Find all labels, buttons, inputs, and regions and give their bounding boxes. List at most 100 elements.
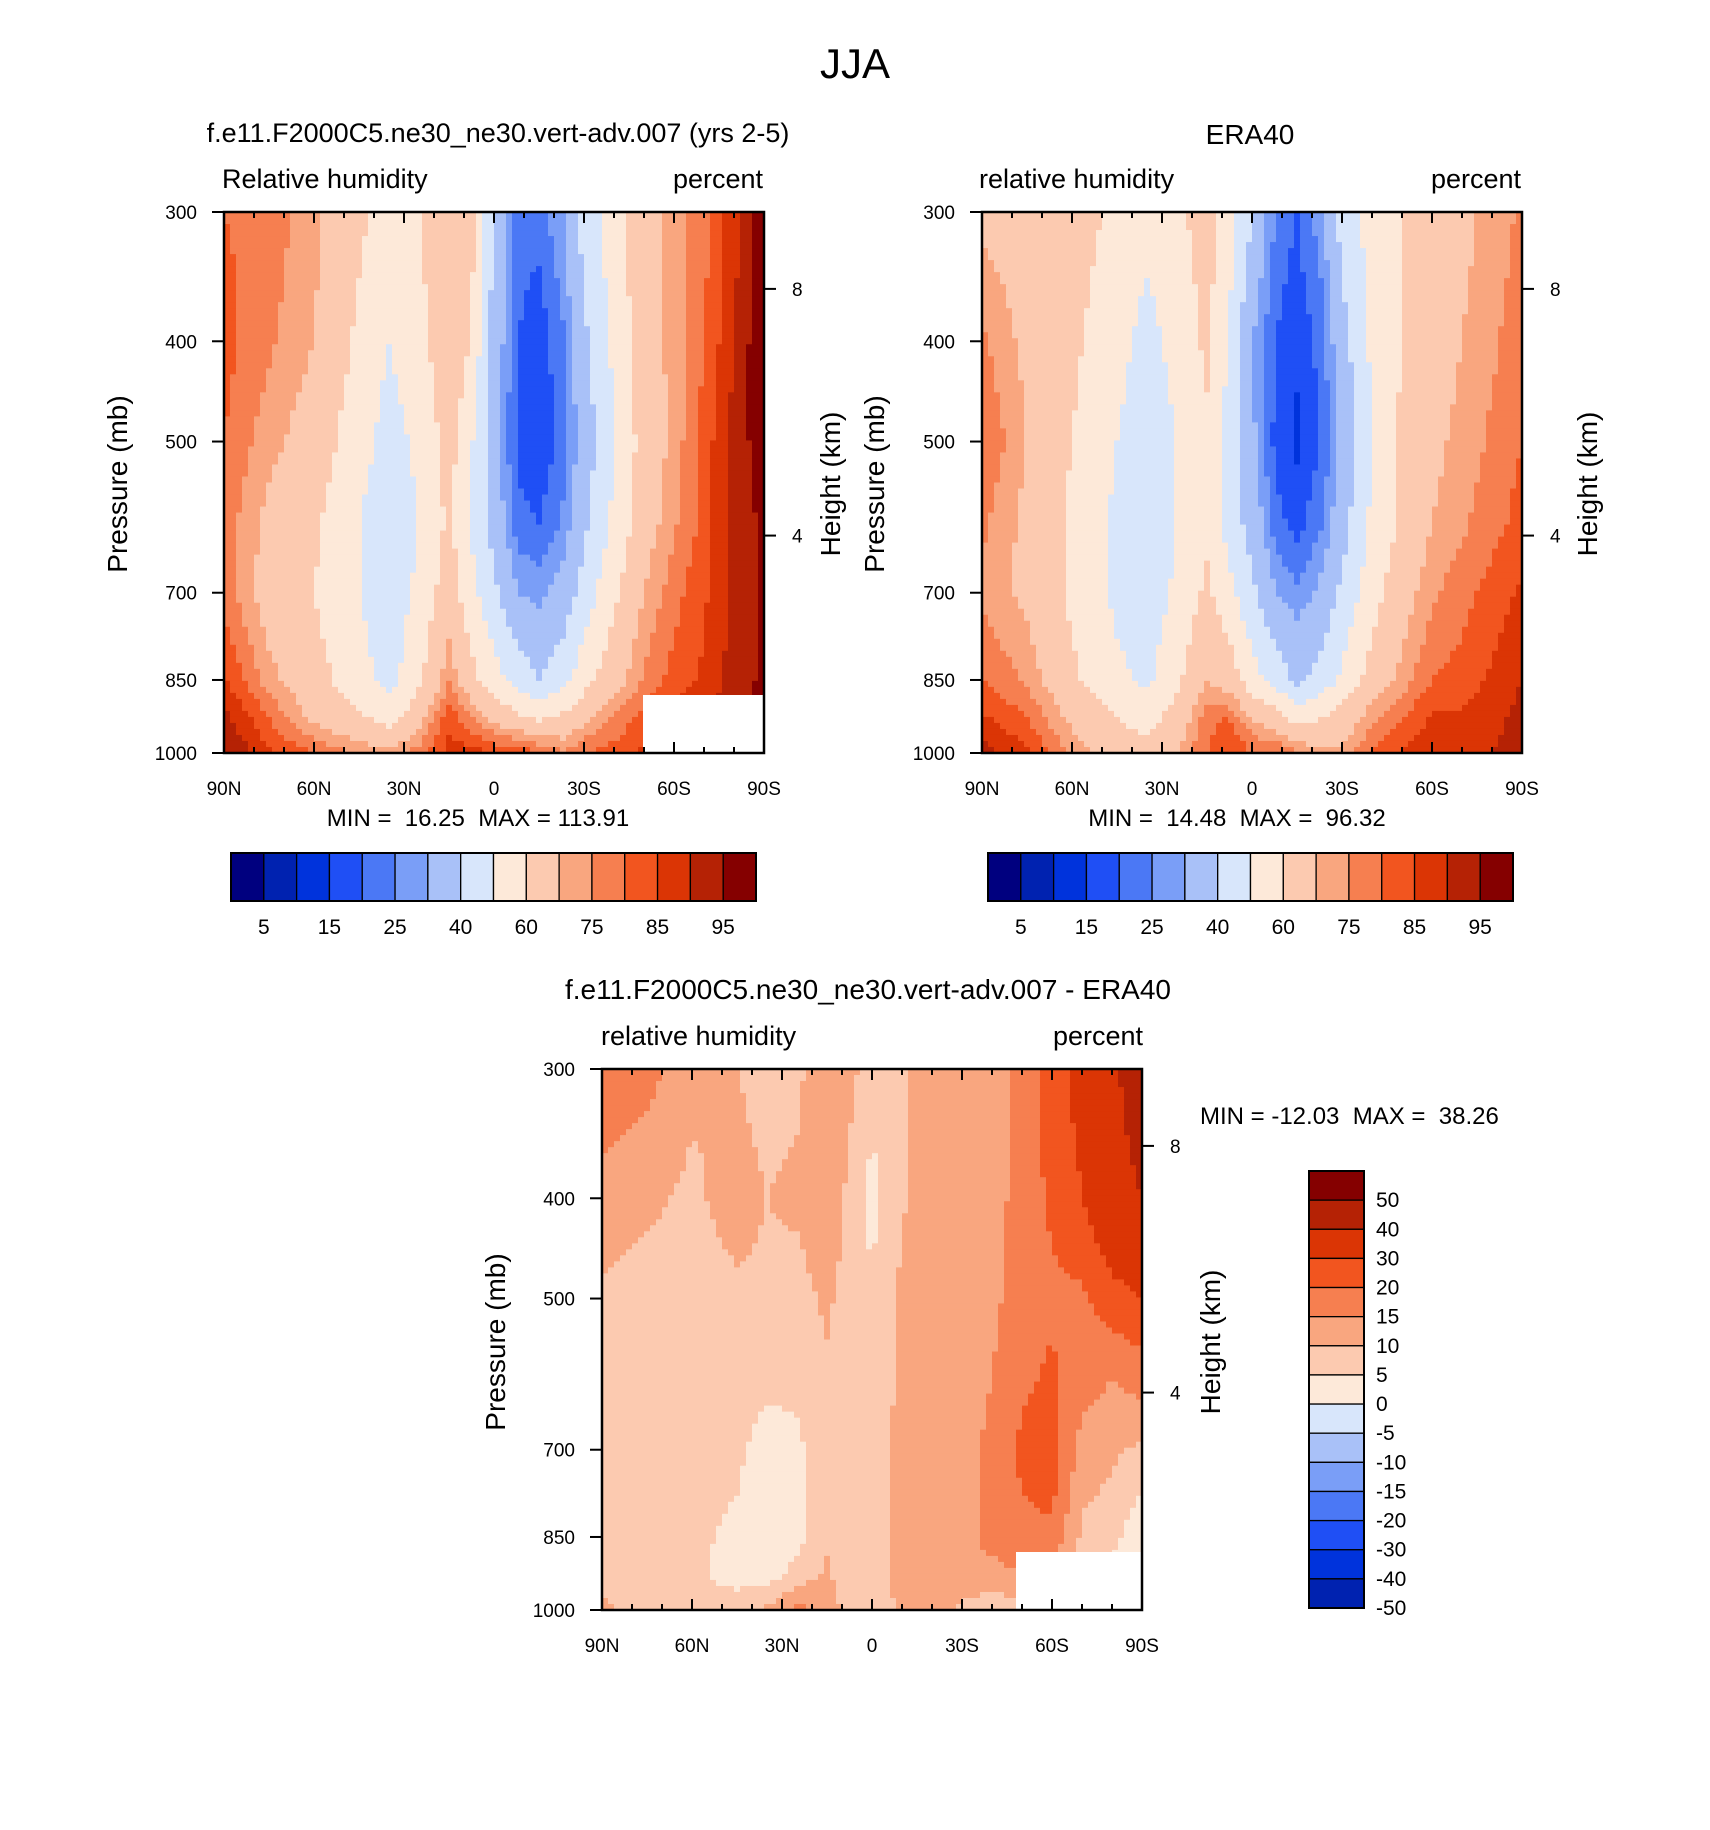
contour-cell (530, 482, 537, 490)
contour-cell (236, 494, 243, 502)
contour-cell (356, 608, 363, 616)
contour-cell (500, 680, 507, 688)
contour-cell (254, 560, 261, 568)
contour-cell (482, 314, 489, 321)
contour-cell (326, 584, 333, 592)
contour-cell (362, 626, 369, 634)
contour-cell (356, 254, 363, 261)
contour-cell (404, 356, 411, 363)
contour-cell (230, 284, 237, 291)
contour-cell (362, 722, 369, 730)
contour-cell (302, 224, 309, 231)
contour-cell (296, 470, 303, 478)
contour-cell (296, 218, 303, 225)
contour-cell (542, 740, 549, 748)
contour-cell (404, 662, 411, 670)
contour-cell (272, 686, 279, 694)
contour-cell (422, 536, 429, 544)
contour-cell (272, 488, 279, 496)
contour-cell (302, 344, 309, 351)
contour-cell (326, 614, 333, 622)
contour-cell (524, 458, 531, 466)
contour-cell (398, 500, 405, 508)
contour-cell (374, 446, 381, 454)
contour-cell (338, 584, 345, 592)
contour-cell (266, 398, 273, 405)
contour-cell (392, 392, 399, 399)
contour-cell (428, 740, 435, 748)
contour-cell (374, 506, 381, 514)
contour-cell (374, 602, 381, 610)
contour-cell (326, 698, 333, 706)
contour-cell (410, 272, 417, 279)
contour-cell (284, 722, 291, 730)
contour-cell (326, 374, 333, 381)
contour-cell (452, 344, 459, 351)
contour-cell (518, 440, 525, 448)
contour-cell (422, 542, 429, 550)
contour-cell (530, 284, 537, 291)
contour-cell (434, 428, 441, 436)
contour-cell (488, 446, 495, 454)
contour-cell (434, 404, 441, 411)
contour-cell (482, 296, 489, 303)
contour-cell (476, 710, 483, 718)
contour-cell (308, 404, 315, 411)
contour-cell (290, 560, 297, 568)
contour-cell (536, 224, 543, 231)
contour-cell (416, 722, 423, 730)
contour-cell (338, 260, 345, 267)
contour-cell (374, 716, 381, 724)
contour-cell (542, 734, 549, 742)
contour-cell (248, 566, 255, 574)
contour-cell (242, 428, 249, 436)
contour-cell (488, 482, 495, 490)
contour-cell (278, 728, 285, 736)
contour-cell (326, 674, 333, 682)
contour-cell (422, 326, 429, 333)
contour-cell (374, 266, 381, 273)
contour-cell (536, 692, 543, 700)
contour-cell (380, 746, 387, 753)
contour-cell (272, 734, 279, 742)
contour-cell (266, 446, 273, 454)
contour-cell (422, 548, 429, 556)
contour-cell (272, 320, 279, 327)
contour-cell (470, 416, 477, 423)
contour-cell (362, 728, 369, 736)
contour-cell (524, 674, 531, 682)
contour-cell (422, 380, 429, 387)
contour-cell (506, 248, 513, 255)
contour-cell (548, 524, 555, 532)
contour-cell (500, 608, 507, 616)
contour-cell (314, 578, 321, 586)
contour-cell (254, 608, 261, 616)
contour-cell (434, 332, 441, 339)
contour-cell (416, 578, 423, 586)
contour-cell (326, 548, 333, 556)
contour-cell (488, 350, 495, 357)
contour-cell (254, 410, 261, 417)
contour-cell (512, 746, 519, 753)
contour-cell (356, 734, 363, 742)
contour-cell (374, 398, 381, 405)
contour-cell (254, 440, 261, 448)
contour-cell (518, 578, 525, 586)
contour-cell (326, 314, 333, 321)
contour-cell (272, 644, 279, 652)
contour-cell (392, 620, 399, 628)
contour-cell (458, 284, 465, 291)
contour-cell (458, 590, 465, 598)
contour-cell (476, 572, 483, 580)
contour-cell (236, 404, 243, 411)
contour-cell (314, 722, 321, 730)
contour-cell (224, 470, 231, 478)
contour-cell (494, 554, 501, 562)
contour-cell (398, 434, 405, 442)
contour-cell (290, 584, 297, 592)
contour-cell (428, 362, 435, 369)
contour-cell (542, 506, 549, 514)
contour-cell (314, 656, 321, 664)
contour-cell (464, 272, 471, 279)
contour-cell (356, 602, 363, 610)
